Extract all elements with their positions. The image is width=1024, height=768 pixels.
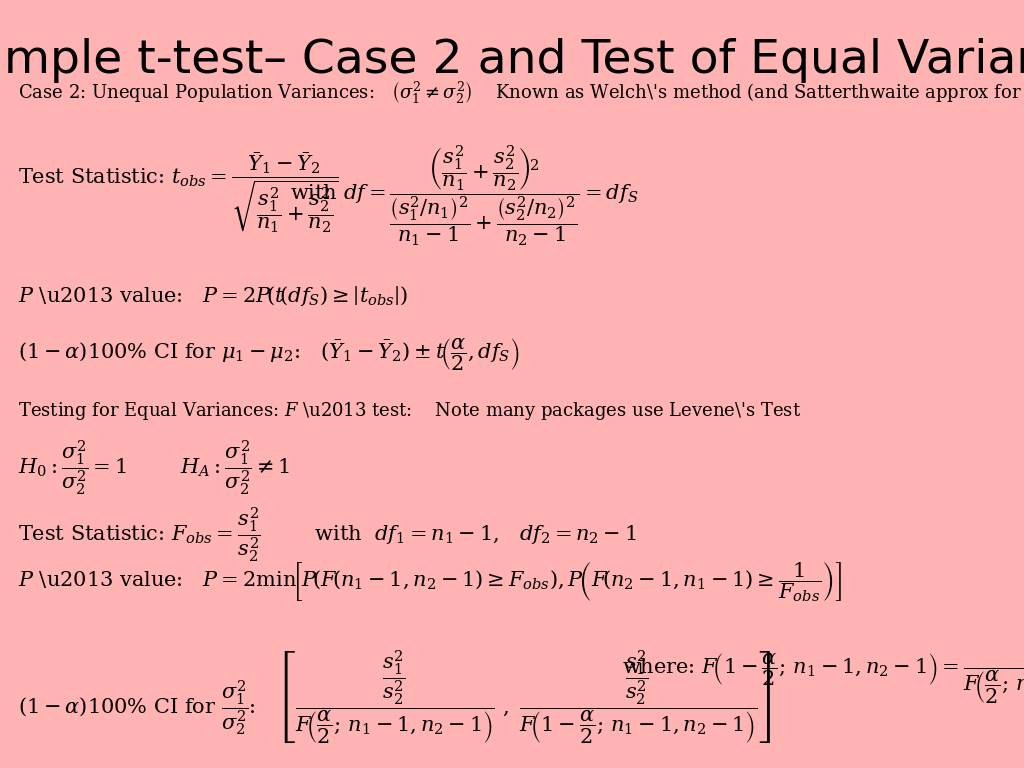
Text: $P$ \u2013 value:   $P = 2\min\!\left[P\!\left(F\!\left(n_1-1, n_2-1\right) \geq: $P$ \u2013 value: $P = 2\min\!\left[P\!\… <box>18 560 843 604</box>
Text: with $df = \dfrac{\left(\dfrac{s_1^2}{n_1} + \dfrac{s_2^2}{n_2}\right)^{\!2}}{\d: with $df = \dfrac{\left(\dfrac{s_1^2}{n_… <box>290 143 638 247</box>
Text: $(1-\alpha)100\%$ CI for $\dfrac{\sigma_1^2}{\sigma_2^2}$:   $\left[\dfrac{\dfra: $(1-\alpha)100\%$ CI for $\dfrac{\sigma_… <box>18 648 771 746</box>
Text: Case 2: Unequal Population Variances:   $\left(\sigma_1^2 \neq \sigma_2^2\right): Case 2: Unequal Population Variances: $\… <box>18 80 1024 106</box>
Text: $(1-\alpha)100\%$ CI for $\mu_1 - \mu_2$:   $\left(\bar{Y}_1 - \bar{Y}_2\right) : $(1-\alpha)100\%$ CI for $\mu_1 - \mu_2$… <box>18 336 519 372</box>
Text: $P$ \u2013 value:   $P = 2P\!\left(t\!\left(df_S\right) \geq \left|t_{obs}\right: $P$ \u2013 value: $P = 2P\!\left(t\!\lef… <box>18 284 409 308</box>
Text: $H_0: \dfrac{\sigma_1^2}{\sigma_2^2} = 1$        $H_A: \dfrac{\sigma_1^2}{\sigma: $H_0: \dfrac{\sigma_1^2}{\sigma_2^2} = 1… <box>18 438 291 497</box>
Text: Testing for Equal Variances: $F$ \u2013 test:    Note many packages use Levene\': Testing for Equal Variances: $F$ \u2013 … <box>18 400 802 422</box>
Text: 2-Sample t-test– Case 2 and Test of Equal Variances: 2-Sample t-test– Case 2 and Test of Equa… <box>0 38 1024 83</box>
Text: Test Statistic: $F_{obs} = \dfrac{s_1^2}{s_2^2}$        with  $df_1 = n_1 - 1$, : Test Statistic: $F_{obs} = \dfrac{s_1^2}… <box>18 505 637 564</box>
Text: Test Statistic: $t_{obs} = \dfrac{\bar{Y}_1 - \bar{Y}_2}{\sqrt{\dfrac{s_1^2}{n_1: Test Statistic: $t_{obs} = \dfrac{\bar{Y… <box>18 150 338 233</box>
Text: where: $F\!\left(1-\dfrac{\alpha}{2};\, n_1-1, n_2-1\right) = \dfrac{1}{F\!\left: where: $F\!\left(1-\dfrac{\alpha}{2};\, … <box>622 648 1024 706</box>
